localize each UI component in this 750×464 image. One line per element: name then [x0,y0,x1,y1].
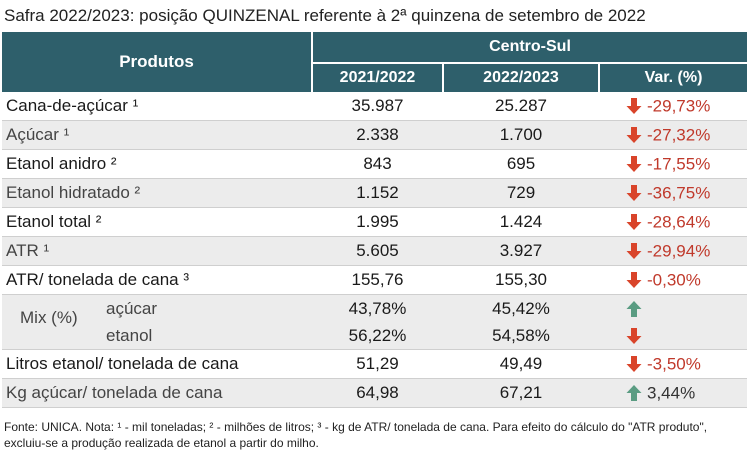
mix-sugar-label: açúcar [106,298,158,318]
arrow-down-icon [625,126,643,144]
table-row: ATR ¹ 5.605 3.927 -29,94% [2,236,747,266]
value-2021: 51,29 [312,349,443,379]
row-label: Açúcar ¹ [2,120,312,150]
arrow-down-icon [625,155,643,173]
table-row: ATR/ tonelada de cana ³ 155,76 155,30 -0… [2,265,747,295]
variation-cell: -29,94% [599,236,747,266]
table-row: Litros etanol/ tonelada de cana 51,29 49… [2,349,747,379]
value-2022: 1.700 [443,120,599,150]
value-2021: 64,98 [312,378,443,408]
arrow-up-icon [625,384,643,402]
mix-sugar-2022: 45,42% [443,294,599,322]
footnote: Fonte: UNICA. Nota: ¹ - mil toneladas; ²… [4,420,708,450]
mix-ethanol-2021: 56,22% [312,322,443,350]
variation-cell: -36,75% [599,178,747,208]
row-label: Cana-de-açúcar ¹ [2,92,312,121]
row-label: ATR ¹ [2,236,312,266]
value-2022: 67,21 [443,378,599,408]
row-label: ATR/ tonelada de cana ³ [2,265,312,295]
variation-value: -17,55% [647,154,711,174]
production-table: Produtos Centro-Sul 2021/2022 2022/2023 … [2,32,747,408]
variation-cell: -27,32% [599,120,747,150]
variation-cell: -3,50% [599,349,747,379]
row-label: Etanol hidratado ² [2,178,312,208]
table-row: Etanol hidratado ² 1.152 729 -36,75% [2,178,747,208]
table-row: Etanol anidro ² 843 695 -17,55% [2,149,747,179]
mix-sugar-2021: 43,78% [312,294,443,322]
variation-header: Var. (%) [599,62,747,92]
value-2021: 35.987 [312,92,443,121]
mix-ethanol-2022: 54,58% [443,322,599,350]
value-2021: 5.605 [312,236,443,266]
arrow-up-icon [625,300,643,318]
variation-cell [599,322,747,350]
row-label: Etanol total ² [2,207,312,237]
variation-value: -29,73% [647,96,711,116]
value-2022: 729 [443,178,599,208]
value-2022: 49,49 [443,349,599,379]
variation-cell [599,294,747,322]
variation-cell: -29,73% [599,92,747,121]
value-2022: 3.927 [443,236,599,266]
variation-value: -27,32% [647,125,711,145]
row-label: Etanol anidro ² [2,149,312,179]
value-2021: 1.152 [312,178,443,208]
mix-row-ethanol: etanol 56,22% 54,58% [2,322,747,350]
variation-value: 3,44% [647,383,696,403]
variation-value: -29,94% [647,241,711,261]
mix-ethanol-label: etanol [106,325,153,345]
mix-ethanol-label-cell: etanol [2,322,312,350]
arrow-down-icon [625,327,643,345]
variation-value: -36,75% [647,183,711,203]
arrow-down-icon [625,271,643,289]
season-2022-header: 2022/2023 [443,62,600,92]
value-2022: 25.287 [443,92,599,121]
page-title: Safra 2022/2023: posição QUINZENAL refer… [4,6,646,25]
variation-value: -28,64% [647,212,711,232]
row-label: Litros etanol/ tonelada de cana [2,349,312,379]
season-2021-header: 2021/2022 [312,62,444,92]
mix-sugar-label-cell: Mix (%) açúcar [2,294,312,327]
region-header: Centro-Sul [312,32,747,63]
variation-cell: -28,64% [599,207,747,237]
mix-label: Mix (%) [20,308,78,327]
arrow-down-icon [625,355,643,373]
products-header: Produtos [2,32,313,92]
variation-cell: 3,44% [599,378,747,408]
variation-cell: -0,30% [599,265,747,295]
arrow-down-icon [625,97,643,115]
value-2021: 155,76 [312,265,443,295]
arrow-down-icon [625,184,643,202]
table-row: Kg açúcar/ tonelada de cana 64,98 67,21 … [2,378,747,408]
value-2021: 1.995 [312,207,443,237]
value-2021: 2.338 [312,120,443,150]
value-2022: 155,30 [443,265,599,295]
value-2022: 695 [443,149,599,179]
variation-value: -3,50% [647,354,701,374]
variation-cell: -17,55% [599,149,747,179]
mix-row-sugar: Mix (%) açúcar 43,78% 45,42% [2,294,747,327]
value-2022: 1.424 [443,207,599,237]
arrow-down-icon [625,213,643,231]
table-row: Cana-de-açúcar ¹ 35.987 25.287 -29,73% [2,92,747,121]
table-row: Açúcar ¹ 2.338 1.700 -27,32% [2,120,747,150]
row-label: Kg açúcar/ tonelada de cana [2,378,312,408]
arrow-down-icon [625,242,643,260]
variation-value: -0,30% [647,270,701,290]
value-2021: 843 [312,149,443,179]
table-row: Etanol total ² 1.995 1.424 -28,64% [2,207,747,237]
